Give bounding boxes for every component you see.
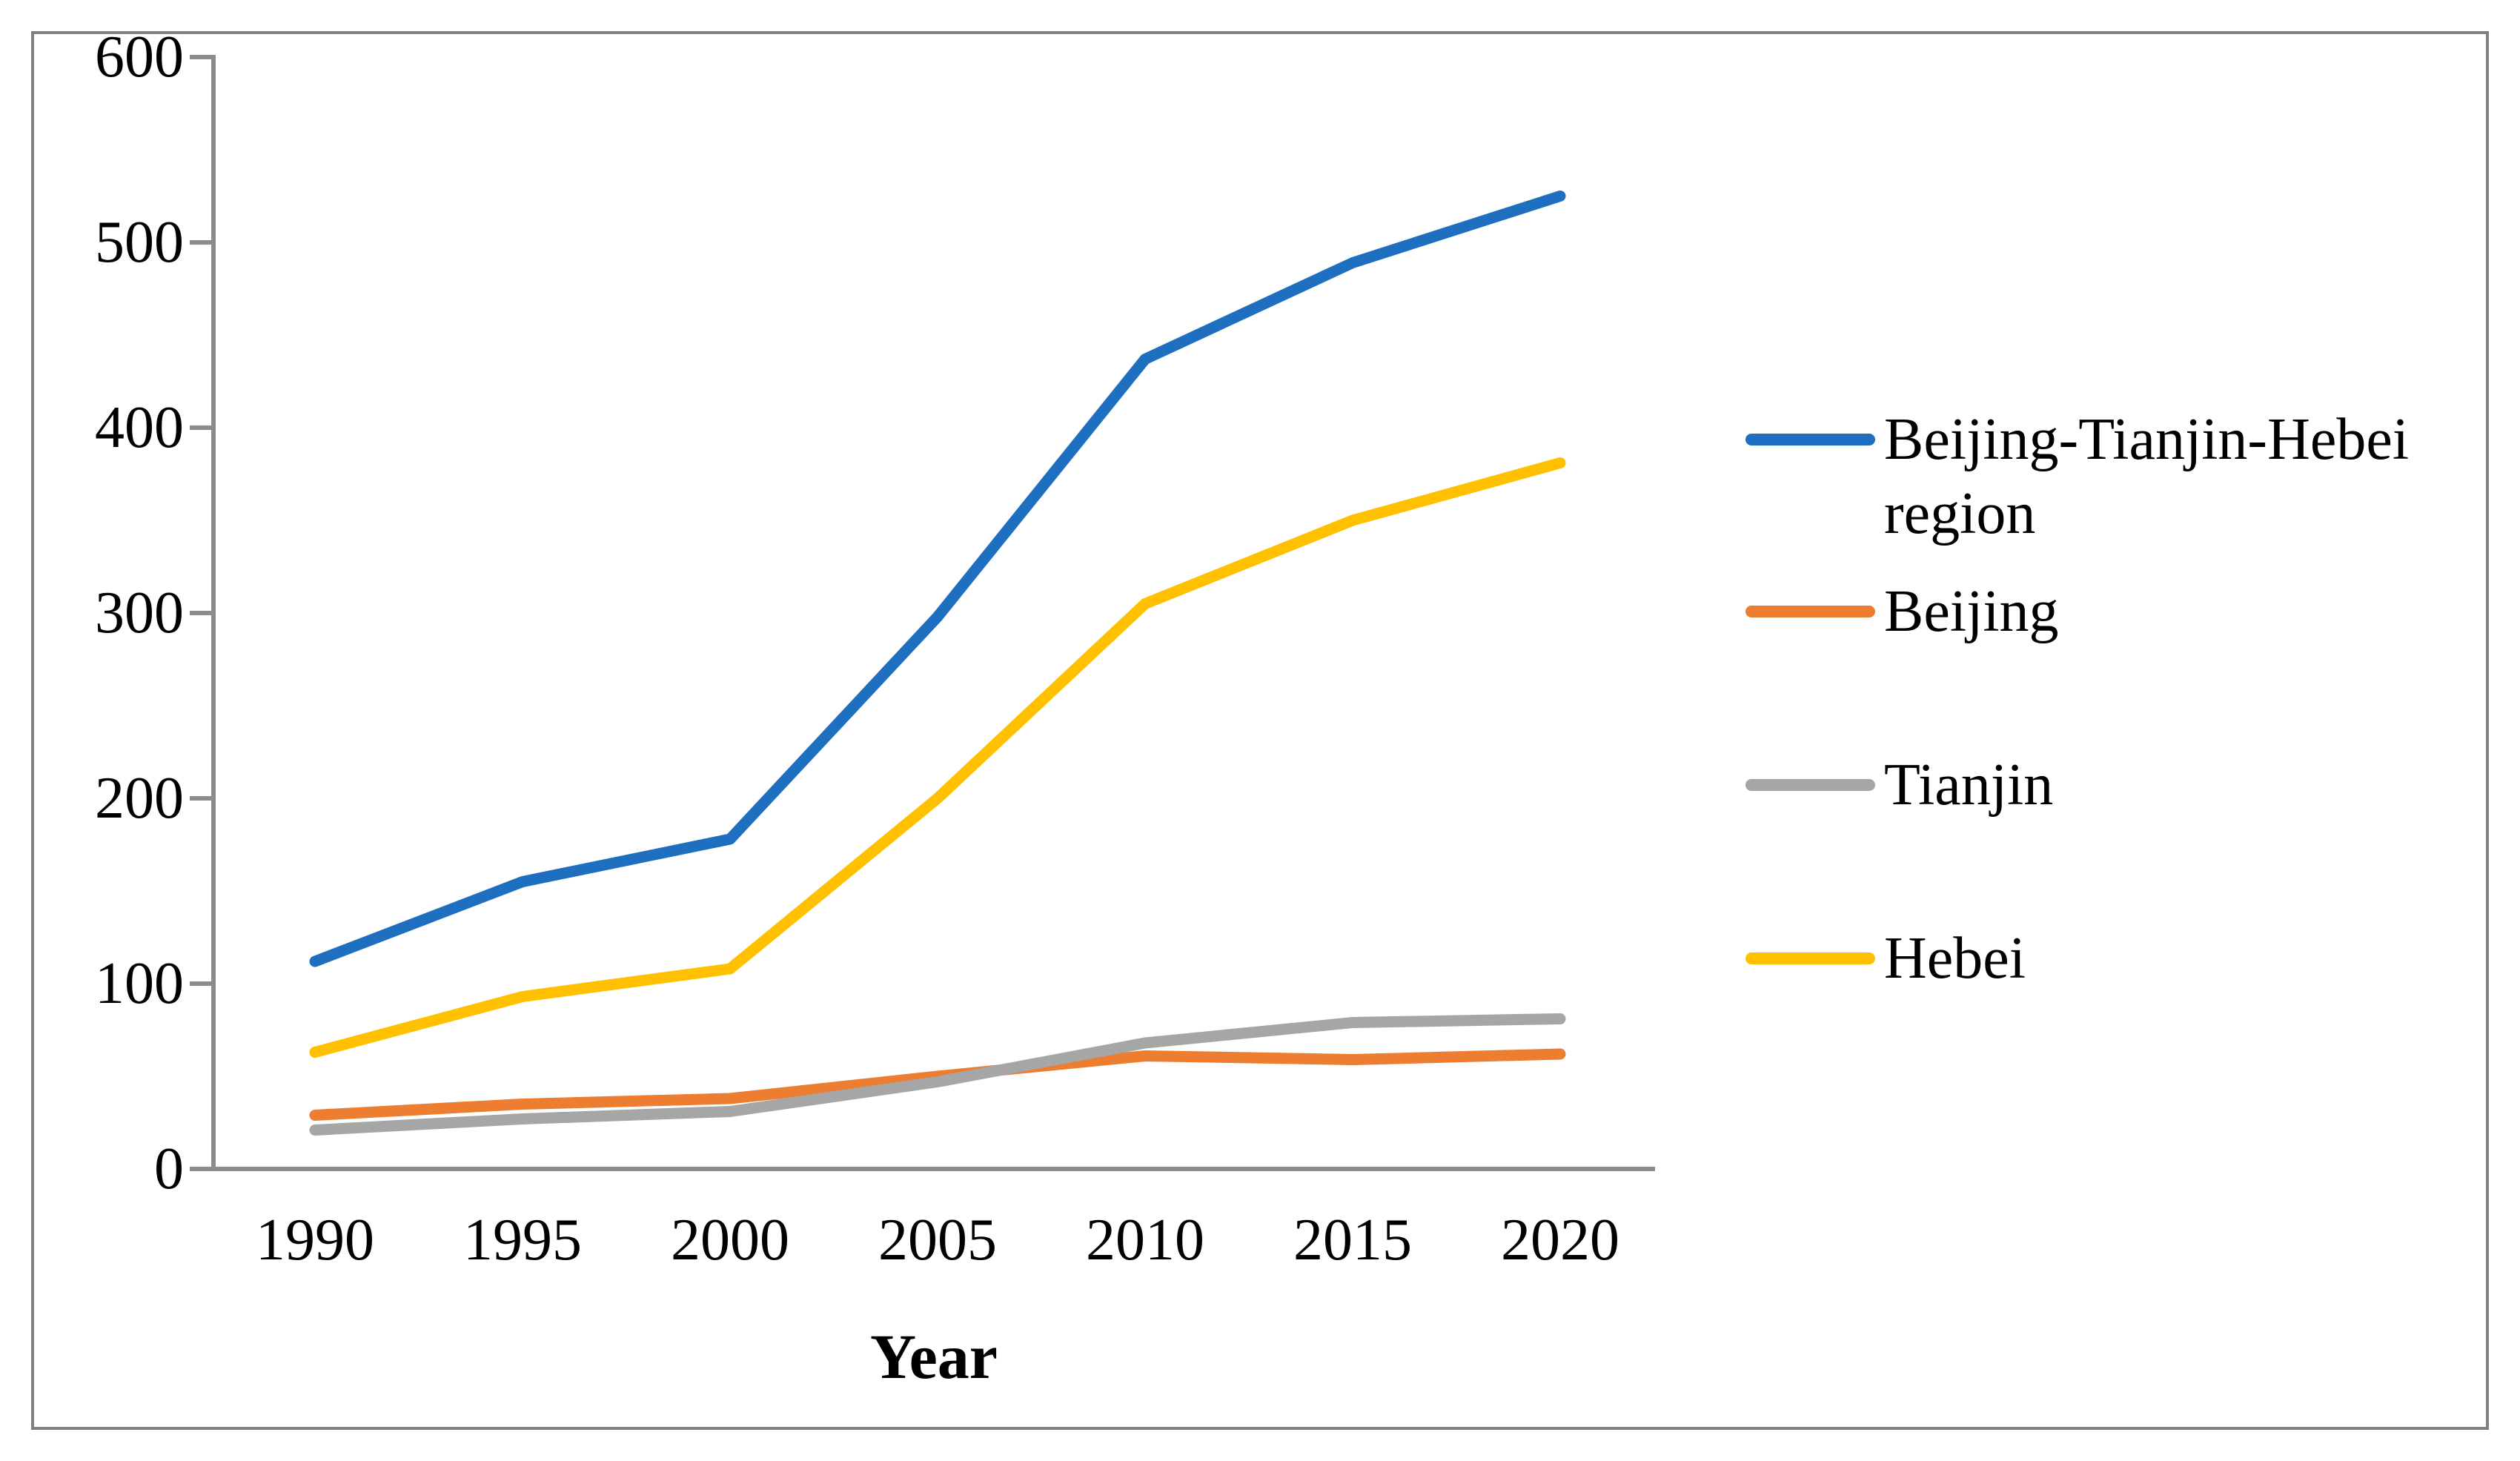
x-tick-label-2005: 2005 <box>878 1207 997 1273</box>
legend-label-region-line2: region <box>1884 481 2036 546</box>
legend-label-region-line1: Beijing-Tianjin-Hebei <box>1884 407 2410 472</box>
y-tick-label-0: 0 <box>154 1136 184 1202</box>
y-tick-label-400: 400 <box>95 395 184 460</box>
legend-label-hebei: Hebei <box>1884 921 2520 995</box>
y-tick-label-300: 300 <box>95 580 184 646</box>
x-tick-label-1990: 1990 <box>256 1207 374 1273</box>
series-line-beijing-tianjin-hebei-region <box>309 191 1566 967</box>
legend-label-beijing: Beijing <box>1884 574 2520 649</box>
series-line-tianjin <box>309 1013 1566 1136</box>
x-tick-label-2010: 2010 <box>1086 1207 1204 1273</box>
y-tick-label-200: 200 <box>95 766 184 831</box>
x-tick-label-1995: 1995 <box>463 1207 582 1273</box>
y-tick-label-100: 100 <box>95 951 184 1016</box>
x-tick-label-2015: 2015 <box>1293 1207 1412 1273</box>
x-tick-label-2000: 2000 <box>671 1207 789 1273</box>
y-tick-label-500: 500 <box>95 210 184 275</box>
legend-label-beijing-line1: Beijing <box>1884 579 2059 644</box>
legend-label-hebei-line1: Hebei <box>1884 926 2026 991</box>
series-line-hebei <box>309 457 1566 1058</box>
legend-swatch-hebei <box>1745 953 1875 964</box>
x-tick-label-2020: 2020 <box>1501 1207 1619 1273</box>
legend-label-tianjin: Tianjin <box>1884 748 2520 822</box>
x-axis-title: Year <box>870 1321 998 1392</box>
legend-swatch-region <box>1745 434 1875 445</box>
legend-label-tianjin-line1: Tianjin <box>1884 752 2054 818</box>
legend-swatch-beijing <box>1745 606 1875 617</box>
legend-label-region: Beijing-Tianjin-Hebei region <box>1884 402 2520 551</box>
legend-swatch-tianjin <box>1745 779 1875 791</box>
y-tick-label-600: 600 <box>95 24 184 90</box>
chart-outer-border <box>31 31 2489 1430</box>
